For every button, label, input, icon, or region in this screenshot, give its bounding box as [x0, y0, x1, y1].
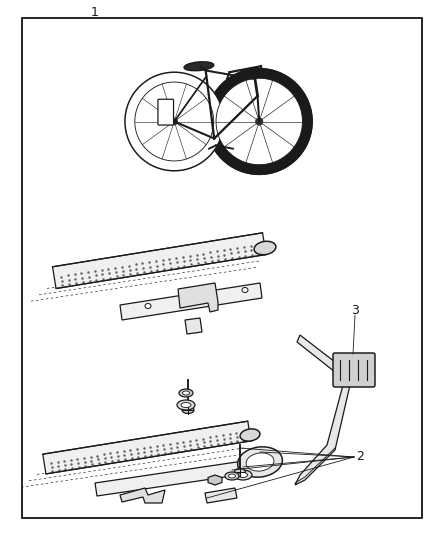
Polygon shape	[205, 488, 237, 503]
Ellipse shape	[179, 389, 193, 397]
Text: 1: 1	[91, 5, 99, 19]
Polygon shape	[120, 283, 262, 320]
Ellipse shape	[145, 303, 151, 309]
Ellipse shape	[238, 447, 283, 477]
Polygon shape	[208, 475, 222, 485]
Ellipse shape	[177, 400, 195, 410]
Ellipse shape	[225, 472, 239, 480]
Polygon shape	[120, 488, 165, 503]
Text: 2: 2	[356, 450, 364, 464]
Ellipse shape	[242, 287, 248, 293]
Polygon shape	[185, 318, 202, 334]
Polygon shape	[95, 460, 252, 496]
Circle shape	[255, 118, 263, 125]
Ellipse shape	[240, 429, 260, 441]
Polygon shape	[297, 335, 335, 372]
Circle shape	[255, 118, 263, 125]
Ellipse shape	[229, 474, 236, 478]
Ellipse shape	[246, 453, 274, 471]
Circle shape	[125, 72, 223, 171]
Ellipse shape	[234, 469, 246, 475]
Circle shape	[207, 69, 312, 174]
FancyBboxPatch shape	[158, 99, 173, 125]
Polygon shape	[43, 421, 251, 474]
Ellipse shape	[182, 407, 194, 414]
FancyBboxPatch shape	[333, 353, 375, 387]
Circle shape	[171, 118, 178, 125]
Ellipse shape	[239, 472, 247, 478]
Ellipse shape	[183, 391, 190, 395]
Polygon shape	[178, 283, 218, 312]
Ellipse shape	[234, 470, 252, 480]
Polygon shape	[295, 385, 350, 485]
Text: 3: 3	[351, 303, 359, 317]
Ellipse shape	[184, 62, 214, 71]
Circle shape	[216, 78, 303, 165]
Ellipse shape	[254, 241, 276, 255]
Polygon shape	[53, 233, 266, 288]
Ellipse shape	[181, 402, 191, 408]
